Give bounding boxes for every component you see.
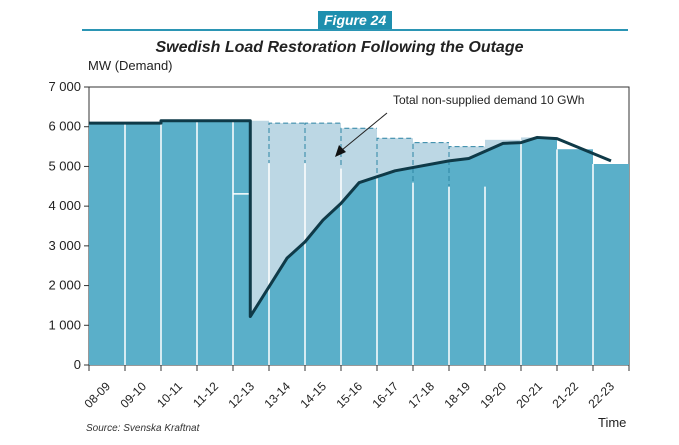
y-tick-label: 6 000 [48, 119, 81, 134]
bar-21-22-fill [557, 149, 593, 365]
actual-load-line [89, 119, 612, 319]
source-note: Source: Svenska Kraftnat [86, 423, 200, 434]
y-tick-label: 0 [74, 357, 81, 372]
header-rule [82, 29, 628, 31]
planned-dash-16-17 [376, 137, 413, 325]
x-tick-label: 20-21 [514, 379, 546, 411]
x-tick-label: 12-13 [226, 379, 258, 411]
x-tick-label: 08-09 [82, 379, 114, 411]
x-tick-label: 15-16 [334, 379, 366, 411]
x-tick-label: 11-12 [190, 379, 221, 410]
y-tick-label: 1 000 [48, 317, 81, 332]
annotation-arrowhead-icon [335, 145, 346, 157]
bar-22-23-fill [611, 164, 629, 365]
figure-label: Figure 24 [318, 11, 393, 29]
y-tick-label: 7 000 [48, 79, 81, 94]
x-tick-label: 17-18 [406, 379, 438, 411]
x-tick-label: 13-14 [262, 379, 294, 411]
annotation-text: Total non-supplied demand 10 GWh [393, 93, 584, 107]
x-tick-label: 19-20 [478, 379, 510, 411]
y-tick-label: 4 000 [48, 198, 81, 213]
supplied-area [89, 120, 629, 365]
x-tick-label: 21-22 [550, 379, 582, 411]
x-tick-label: 16-17 [370, 379, 402, 411]
x-tick-label: 22-23 [586, 379, 618, 411]
x-tick-label: 09-10 [118, 379, 150, 411]
y-tick-label: 2 000 [48, 278, 81, 293]
x-axis-label: Time [598, 415, 627, 430]
y-axis-label: MW (Demand) [88, 58, 173, 73]
x-tick-label: 10-11 [154, 379, 185, 410]
annotation-arrow-line [341, 112, 388, 151]
x-tick-label: 18-19 [442, 379, 474, 411]
chart-title: Swedish Load Restoration Following the O… [155, 39, 524, 56]
y-tick-label: 5 000 [48, 158, 81, 173]
y-tick-label: 3 000 [48, 238, 81, 253]
x-tick-label: 14-15 [298, 379, 330, 411]
